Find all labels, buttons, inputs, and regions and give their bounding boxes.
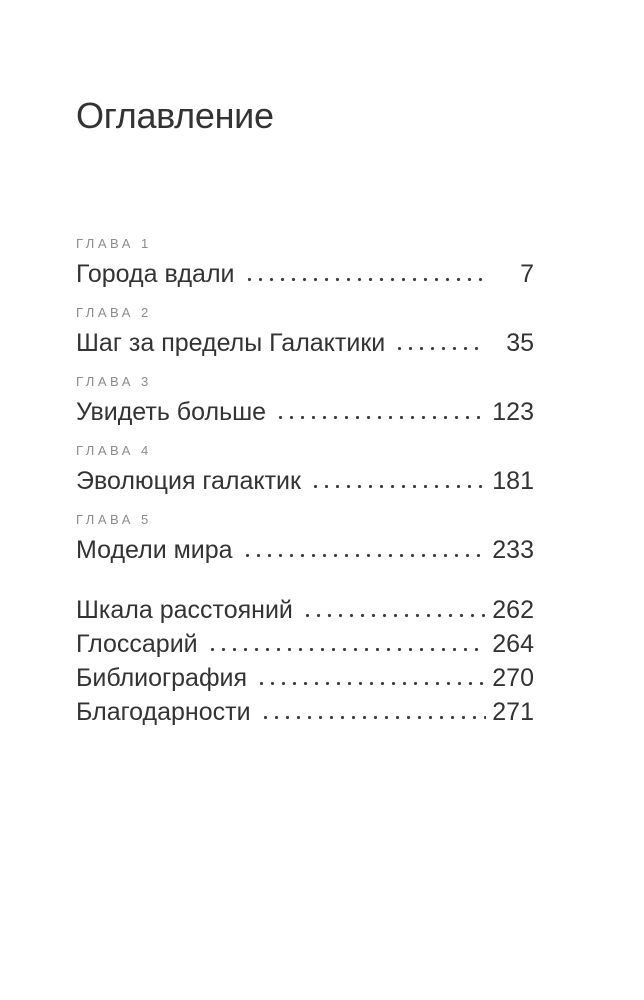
chapter-title: Города вдали	[76, 260, 235, 289]
chapter-number-label: ГЛАВА 3	[76, 374, 152, 390]
toc-backmatter-list: Шкала расстояний 262 Глоссарий 264 Библи…	[76, 595, 534, 727]
toc-chapter-entry: ГЛАВА 5 Модели мира 233	[76, 512, 534, 565]
section-page-number: 271	[492, 698, 534, 727]
chapter-page-number: 123	[492, 398, 534, 427]
dot-leader	[243, 277, 486, 283]
toc-chapter-entry: ГЛАВА 1 Города вдали 7	[76, 236, 534, 289]
chapter-title: Шаг за пределы Галактики	[76, 329, 386, 358]
chapter-title: Эволюция галактик	[76, 467, 301, 496]
dot-leader	[241, 553, 486, 559]
dot-leader	[206, 647, 486, 653]
toc-backmatter-entry: Благодарности 271	[76, 697, 534, 727]
toc-backmatter-entry: Глоссарий 264	[76, 629, 534, 659]
toc-chapter-list: ГЛАВА 1 Города вдали 7 ГЛАВА 2 Шаг за пр…	[76, 236, 534, 565]
chapter-title: Увидеть больше	[76, 398, 267, 427]
dot-leader	[301, 613, 486, 619]
dot-leader	[309, 484, 486, 490]
toc-backmatter-entry: Шкала расстояний 262	[76, 595, 534, 625]
section-title: Библиография	[76, 664, 248, 693]
dot-leader	[394, 346, 486, 352]
toc-chapter-entry: ГЛАВА 4 Эволюция галактик 181	[76, 443, 534, 496]
page-title: Оглавление	[76, 95, 274, 136]
toc-backmatter-entry: Библиография 270	[76, 663, 534, 693]
toc-chapter-entry: ГЛАВА 3 Увидеть больше 123	[76, 374, 534, 427]
chapter-page-number: 233	[492, 536, 534, 565]
chapter-page-number: 7	[520, 260, 534, 289]
toc-entry-row: Города вдали 7	[76, 259, 534, 289]
toc-entry-row: Шаг за пределы Галактики 35	[76, 328, 534, 358]
dot-leader	[275, 415, 486, 421]
chapter-number-label: ГЛАВА 5	[76, 512, 152, 528]
toc-entry-row: Модели мира 233	[76, 535, 534, 565]
chapter-title: Модели мира	[76, 536, 233, 565]
section-title: Шкала расстояний	[76, 596, 293, 625]
chapter-page-number: 35	[506, 329, 534, 358]
section-title: Благодарности	[76, 698, 251, 727]
section-page-number: 262	[492, 596, 534, 625]
chapter-number-label: ГЛАВА 4	[76, 443, 152, 459]
dot-leader	[259, 715, 486, 721]
section-title: Глоссарий	[76, 630, 198, 659]
toc-entry-row: Эволюция галактик 181	[76, 466, 534, 496]
chapter-page-number: 181	[492, 467, 534, 496]
chapter-number-label: ГЛАВА 2	[76, 305, 152, 321]
dot-leader	[256, 681, 486, 687]
toc-chapter-entry: ГЛАВА 2 Шаг за пределы Галактики 35	[76, 305, 534, 358]
section-page-number: 264	[492, 630, 534, 659]
section-page-number: 270	[492, 664, 534, 693]
toc-entry-row: Увидеть больше 123	[76, 397, 534, 427]
chapter-number-label: ГЛАВА 1	[76, 236, 152, 252]
